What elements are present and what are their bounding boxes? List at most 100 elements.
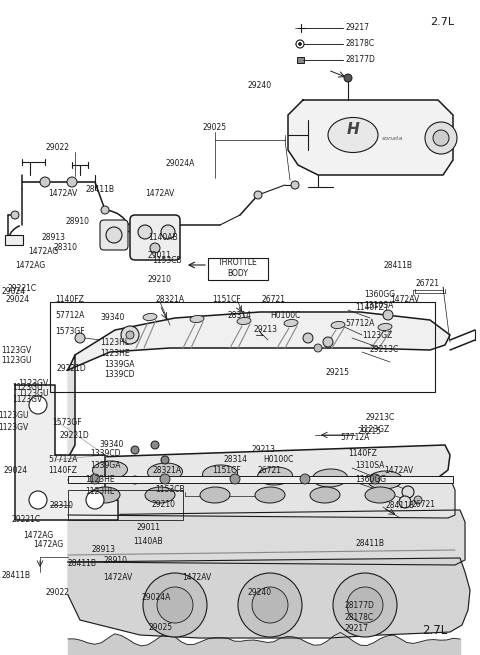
Text: THROTTLE
BODY: THROTTLE BODY <box>218 258 258 278</box>
Text: 28411B: 28411B <box>355 538 384 548</box>
Circle shape <box>254 191 262 199</box>
Circle shape <box>433 130 449 146</box>
Text: 1123GV: 1123GV <box>0 424 28 432</box>
Ellipse shape <box>310 487 340 503</box>
Text: 1140FZ: 1140FZ <box>348 449 377 458</box>
Circle shape <box>399 496 411 508</box>
Text: 26721: 26721 <box>262 295 286 305</box>
Circle shape <box>383 310 393 320</box>
Text: 1472AV: 1472AV <box>145 189 174 198</box>
Text: 28178C: 28178C <box>345 612 374 622</box>
Ellipse shape <box>143 314 157 320</box>
Text: 29024A: 29024A <box>165 159 194 168</box>
Circle shape <box>344 74 352 82</box>
Text: 28321A: 28321A <box>153 466 182 475</box>
Circle shape <box>131 476 139 484</box>
Text: 29011: 29011 <box>137 523 161 533</box>
Bar <box>297 57 304 63</box>
Text: 57712A: 57712A <box>345 318 374 328</box>
FancyBboxPatch shape <box>130 215 180 260</box>
Circle shape <box>131 446 139 454</box>
Text: H0100C: H0100C <box>270 310 300 320</box>
Text: 1123GU: 1123GU <box>12 383 43 392</box>
Ellipse shape <box>312 469 348 487</box>
Text: 1360GG: 1360GG <box>364 290 395 299</box>
Circle shape <box>299 43 301 45</box>
Text: 26721: 26721 <box>258 466 282 475</box>
Circle shape <box>300 474 310 484</box>
Text: 29213: 29213 <box>252 445 276 454</box>
Text: 29025: 29025 <box>149 623 173 632</box>
Polygon shape <box>68 510 465 565</box>
Text: 1153CB: 1153CB <box>153 256 182 265</box>
Circle shape <box>161 456 169 464</box>
Text: 29024: 29024 <box>2 288 26 297</box>
Text: 29024A: 29024A <box>142 593 171 602</box>
Text: 28411B: 28411B <box>384 261 413 270</box>
Text: 1153CB: 1153CB <box>155 485 185 495</box>
FancyBboxPatch shape <box>100 220 128 250</box>
Circle shape <box>126 224 134 232</box>
Text: 28314: 28314 <box>228 310 252 320</box>
Circle shape <box>291 181 299 189</box>
Text: 29210: 29210 <box>148 276 172 284</box>
Text: 57712A: 57712A <box>48 455 77 464</box>
Polygon shape <box>68 478 455 518</box>
Text: 29221D: 29221D <box>57 364 86 373</box>
Text: 29210: 29210 <box>151 500 175 509</box>
Ellipse shape <box>368 471 403 489</box>
Text: 1360GG: 1360GG <box>355 474 386 483</box>
Circle shape <box>101 206 109 214</box>
Text: 1151CF: 1151CF <box>212 295 241 305</box>
Polygon shape <box>68 355 75 458</box>
Text: 1123GZ: 1123GZ <box>362 331 392 341</box>
Text: 29022: 29022 <box>45 143 69 153</box>
Circle shape <box>161 225 175 239</box>
Ellipse shape <box>203 465 238 483</box>
Text: 1472AG: 1472AG <box>28 248 58 257</box>
Text: 28913: 28913 <box>42 233 66 242</box>
Text: 1310SA: 1310SA <box>364 301 393 310</box>
Text: 29213C: 29213C <box>370 345 399 354</box>
Polygon shape <box>68 312 450 370</box>
Circle shape <box>106 227 122 243</box>
Ellipse shape <box>328 117 378 153</box>
Circle shape <box>138 225 152 239</box>
Bar <box>5 235 23 245</box>
Text: sonata: sonata <box>382 136 404 141</box>
Ellipse shape <box>200 487 230 503</box>
Circle shape <box>40 177 50 187</box>
Ellipse shape <box>90 487 120 503</box>
Text: 1123HL: 1123HL <box>100 338 129 347</box>
Text: 28411B: 28411B <box>2 571 31 580</box>
Ellipse shape <box>255 487 285 503</box>
Text: 1472AG: 1472AG <box>15 261 45 271</box>
Ellipse shape <box>378 324 392 331</box>
Text: 28310: 28310 <box>54 243 78 252</box>
Circle shape <box>86 491 104 509</box>
Ellipse shape <box>331 322 345 329</box>
Text: 39340: 39340 <box>100 314 124 322</box>
Ellipse shape <box>190 316 204 322</box>
Text: 57712A: 57712A <box>55 310 84 320</box>
Text: 26721: 26721 <box>415 278 439 288</box>
Text: 28913: 28913 <box>91 545 115 554</box>
Text: 1472AV: 1472AV <box>182 573 212 582</box>
Text: 29240: 29240 <box>247 588 271 597</box>
Text: 28177D: 28177D <box>345 601 374 610</box>
Circle shape <box>230 474 240 484</box>
Text: H0100C: H0100C <box>263 455 293 464</box>
Text: 1123GZ: 1123GZ <box>359 424 389 434</box>
Text: 29217: 29217 <box>346 22 370 31</box>
Circle shape <box>90 474 100 484</box>
Circle shape <box>303 333 313 343</box>
Text: 29213C: 29213C <box>366 413 395 422</box>
Text: 57712A: 57712A <box>341 433 370 442</box>
Text: 1339GA: 1339GA <box>90 462 120 470</box>
Text: 1123GV: 1123GV <box>1 346 31 355</box>
Text: 28321A: 28321A <box>155 295 184 305</box>
Text: 1123GU: 1123GU <box>1 356 32 365</box>
Circle shape <box>296 40 304 48</box>
Text: 26721: 26721 <box>412 500 436 509</box>
Bar <box>68 476 453 483</box>
